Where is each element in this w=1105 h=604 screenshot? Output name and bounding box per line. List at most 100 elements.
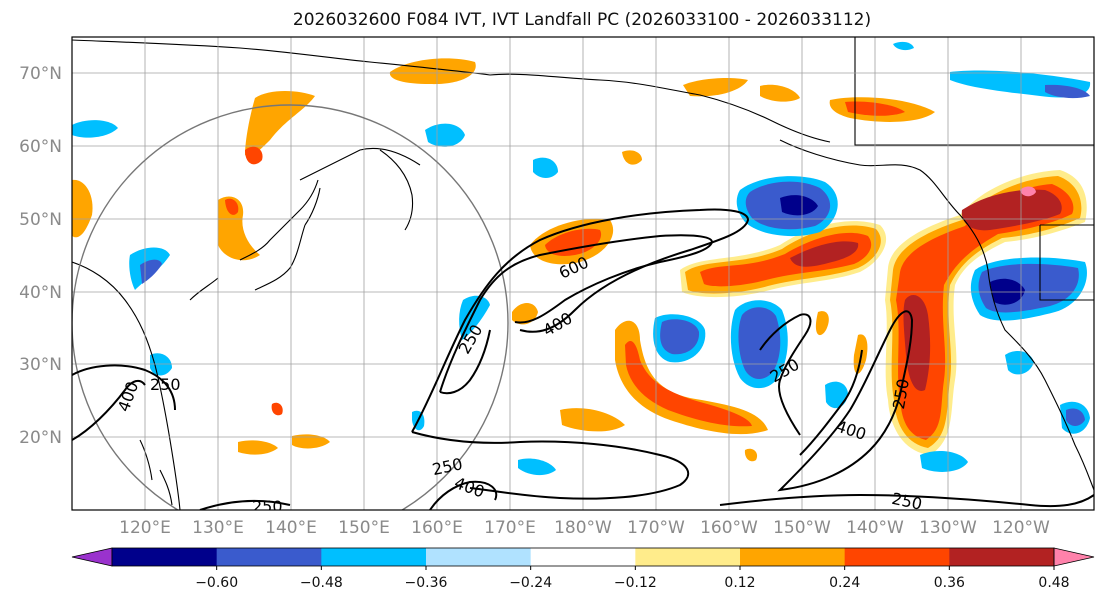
colorbar-tick-label: −0.60 <box>195 575 238 591</box>
anomaly-region <box>1005 350 1034 375</box>
colorbar-outline <box>111 547 1055 567</box>
colorbar-tick-label: −0.24 <box>509 575 552 591</box>
anomaly-region <box>1045 84 1090 99</box>
anomaly-region <box>625 340 752 427</box>
lon-label: 150°E <box>338 518 390 538</box>
anomaly-region <box>512 303 538 325</box>
contour-line <box>429 480 498 510</box>
anomaly-region <box>920 450 968 472</box>
anomaly-region <box>744 448 758 462</box>
lat-label: 50°N <box>19 210 62 230</box>
lon-label: 170°W <box>627 518 685 538</box>
anomaly-region <box>72 120 118 138</box>
lat-label: 40°N <box>19 283 62 303</box>
colorbar-segment <box>740 548 846 566</box>
positive-anomaly-fields <box>72 58 1087 462</box>
lon-label: 160°E <box>411 518 463 538</box>
anomaly-region <box>760 84 800 102</box>
anomaly-region <box>780 195 818 216</box>
anomaly-region <box>738 307 781 379</box>
lat-label: 70°N <box>19 64 62 84</box>
colorbar-segment <box>216 548 322 566</box>
ivt-contours <box>72 208 1094 510</box>
anomaly-region <box>660 319 700 355</box>
colorbar-segment <box>635 548 741 566</box>
anomaly-region <box>518 458 556 476</box>
lon-label: 130°E <box>192 518 244 538</box>
lon-label: 120°E <box>119 518 171 538</box>
contour-line <box>411 431 690 500</box>
contour-line <box>777 310 914 492</box>
anomaly-region <box>72 179 93 238</box>
colorbar-tick-label: 0.48 <box>1038 575 1069 591</box>
colorbar-tick-label: −0.12 <box>614 575 657 591</box>
lon-label: 150°W <box>773 518 831 538</box>
negative-anomaly-fields <box>72 41 1091 476</box>
contour-line <box>439 329 491 395</box>
contour-line <box>72 364 176 411</box>
latitude-labels: 70°N 60°N 50°N 40°N 30°N 20°N <box>19 64 62 448</box>
anomaly-region <box>389 58 476 85</box>
figure-title: 2026032600 F084 IVT, IVT Landfall PC (20… <box>293 10 871 30</box>
colorbar-tick-label: 0.36 <box>934 575 965 591</box>
contour-line <box>72 379 146 441</box>
anomaly-region <box>622 150 642 165</box>
contour-line <box>199 499 291 510</box>
anomaly-region <box>825 381 848 409</box>
anomaly-region <box>1066 408 1085 426</box>
lat-label: 20°N <box>19 428 62 448</box>
landfall-range-ring <box>72 104 509 510</box>
anomaly-region <box>218 196 260 261</box>
anomaly-region <box>903 295 931 391</box>
lon-label: 160°W <box>700 518 758 538</box>
lat-label: 60°N <box>19 137 62 157</box>
colorbar-segment <box>426 548 532 566</box>
colorbar-extend-low <box>71 547 113 567</box>
contour-line <box>719 493 1094 508</box>
colorbar-tick-label: 0.12 <box>724 575 755 591</box>
anomaly-region <box>790 241 859 267</box>
map-frame <box>71 36 1095 511</box>
anomaly-region <box>683 77 748 97</box>
anomaly-region <box>815 311 829 336</box>
colorbar-segment <box>321 548 427 566</box>
lon-label: 140°W <box>846 518 904 538</box>
lon-label: 120°W <box>992 518 1050 538</box>
contour-line <box>759 313 812 436</box>
anomaly-region <box>533 157 558 178</box>
anomaly-region <box>1020 186 1036 197</box>
lon-label: 130°W <box>919 518 977 538</box>
contour-label: 250 <box>150 375 181 394</box>
anomaly-region <box>140 259 162 284</box>
anomaly-region <box>560 408 625 432</box>
anomaly-region <box>425 123 465 147</box>
colorbar-segment <box>844 548 950 566</box>
longitude-labels: 120°E 130°E 140°E 150°E 160°E 170°E 180°… <box>119 518 1050 538</box>
colorbar-extend-high <box>1053 547 1095 567</box>
lon-label: 170°E <box>484 518 536 538</box>
colorbar-segment <box>530 548 636 566</box>
lat-label: 30°N <box>19 355 62 375</box>
colorbar: −0.60 −0.48 −0.36 −0.24 −0.12 0.12 0.24 0.36 0.4… <box>71 547 1095 591</box>
colorbar-segment <box>949 548 1055 566</box>
colorbar-tick-label: −0.48 <box>300 575 343 591</box>
contour-line <box>799 349 863 456</box>
contour-line <box>411 208 750 433</box>
anomaly-region <box>896 184 1074 440</box>
contour-line <box>439 234 714 393</box>
contour-label: 250 <box>252 497 283 516</box>
anomaly-region <box>292 434 330 449</box>
anomaly-region <box>238 440 278 455</box>
colorbar-segment <box>112 548 218 566</box>
colorbar-tick-label: −0.36 <box>405 575 448 591</box>
colorbar-tick-label: 0.24 <box>829 575 860 591</box>
anomaly-region <box>893 41 914 51</box>
graticule <box>72 37 1094 510</box>
anomaly-region <box>271 402 283 416</box>
anomaly-region <box>225 198 239 215</box>
anomaly-region <box>245 146 263 165</box>
anomaly-region <box>615 320 768 435</box>
lon-label: 140°E <box>265 518 317 538</box>
lon-label: 180°W <box>554 518 612 538</box>
